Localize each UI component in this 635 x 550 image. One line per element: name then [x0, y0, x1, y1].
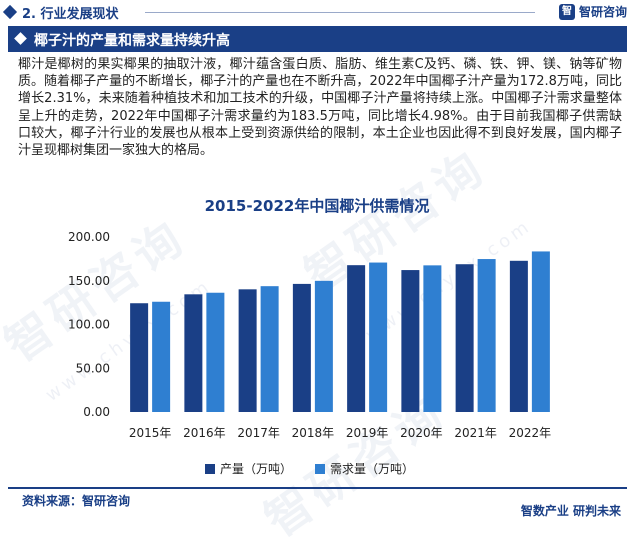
- brand-logo-icon: 智: [558, 3, 575, 20]
- x-axis: 2015年 2016年 2017年 2018年 2019年 2020年 2021年 2022年: [129, 426, 551, 440]
- section-header: 2. 行业发展现状 智 智研咨询: [0, 0, 635, 24]
- bar: [401, 270, 420, 412]
- chart-title: 2015-2022年中国椰汁供需情况: [205, 197, 430, 215]
- bar: [509, 260, 528, 412]
- bar: [292, 283, 311, 412]
- bar: [184, 294, 203, 412]
- body-paragraph: 椰汁是椰树的果实椰果的抽取汁液，椰汁蕴含蛋白质、脂肪、维生素C及钙、磷、铁、钾、…: [18, 57, 622, 159]
- bar: [152, 301, 171, 412]
- brand: 智 智研咨询: [558, 3, 627, 20]
- bar: [238, 289, 257, 412]
- header-divider: [145, 12, 535, 13]
- bar: [455, 264, 474, 412]
- bar: [130, 303, 149, 412]
- brand-name: 智研咨询: [578, 5, 627, 19]
- supply-demand-chart: 2015-2022年中国椰汁供需情况 0.00 50.00 100.00 150.00…: [68, 197, 551, 476]
- y-tick-label: 50.00: [76, 361, 110, 375]
- bar: [314, 280, 333, 412]
- y-tick-label: 100.00: [68, 318, 110, 332]
- legend-swatch: [315, 464, 325, 474]
- x-tick-label: 2016年: [183, 426, 226, 440]
- y-tick-label: 200.00: [68, 230, 110, 244]
- legend-swatch: [205, 464, 215, 474]
- page-title: 椰子汁的产量和需求量持续升高: [34, 33, 230, 49]
- bar: [347, 265, 366, 412]
- legend-label: 产量（万吨）: [220, 462, 292, 476]
- legend-label: 需求量（万吨）: [330, 462, 414, 476]
- y-tick-label: 150.00: [68, 274, 110, 288]
- x-tick-label: 2022年: [509, 426, 552, 440]
- title-bar: 椰子汁的产量和需求量持续升高: [8, 26, 627, 52]
- footer-divider: [8, 487, 627, 489]
- x-tick-label: 2021年: [454, 426, 497, 440]
- x-tick-label: 2017年: [237, 426, 280, 440]
- x-tick-label: 2020年: [400, 426, 443, 440]
- bar: [260, 286, 279, 412]
- legend: 产量（万吨） 需求量（万吨）: [205, 462, 414, 476]
- y-axis: 0.00 50.00 100.00 150.00 200.00: [68, 230, 110, 419]
- y-tick-label: 0.00: [83, 405, 110, 419]
- bar: [423, 265, 442, 412]
- x-tick-label: 2018年: [292, 426, 335, 440]
- x-tick-label: 2019年: [346, 426, 389, 440]
- bars: [130, 251, 550, 412]
- bar: [531, 251, 550, 412]
- diamond-icon: [14, 32, 27, 45]
- section-title: 2. 行业发展现状: [22, 7, 119, 22]
- bar: [206, 292, 225, 412]
- x-tick-label: 2015年: [129, 426, 172, 440]
- source-note: 资料来源：智研咨询: [22, 494, 131, 508]
- bar: [477, 259, 496, 412]
- footer-slogan: 智数产业 研判未来: [520, 504, 621, 518]
- bar: [369, 262, 388, 412]
- diamond-icon: [2, 4, 18, 20]
